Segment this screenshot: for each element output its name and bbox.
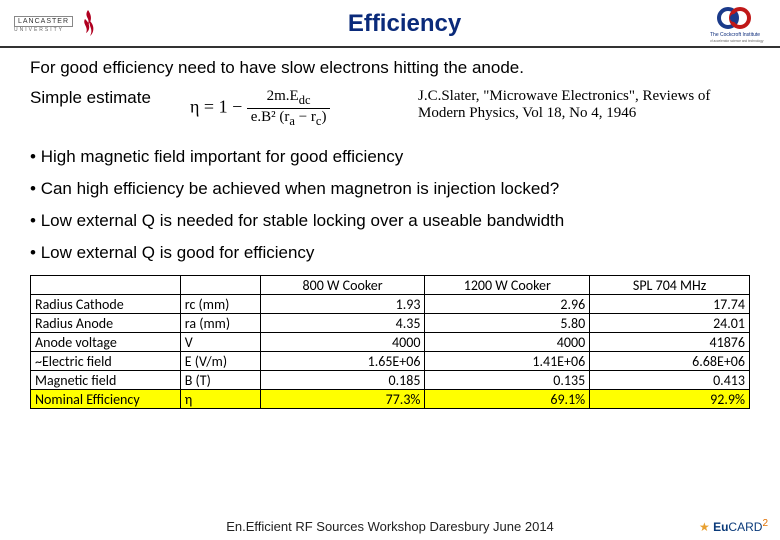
bullet-item: Can high efficiency be achieved when mag… — [30, 179, 750, 199]
row-label: Anode voltage — [31, 333, 181, 352]
cockcroft-logo: The Cockcroft Institute of accelerator s… — [710, 4, 766, 44]
row-value: 69.1% — [425, 390, 590, 409]
formula-numerator: 2m.Edc — [247, 88, 331, 109]
bullet-item: Low external Q is needed for stable lock… — [30, 211, 750, 231]
row-value: 24.01 — [590, 314, 750, 333]
row-unit: ra (mm) — [180, 314, 260, 333]
eucard-logo: ★ EuCARD2 — [699, 518, 768, 534]
row-unit: E (V/m) — [180, 352, 260, 371]
row-value: 0.135 — [425, 371, 590, 390]
row-unit: V — [180, 333, 260, 352]
intro-text: For good efficiency need to have slow el… — [30, 58, 750, 78]
slide-header: LANCASTER UNIVERSITY Efficiency The Cock… — [0, 0, 780, 48]
row-label: Radius Anode — [31, 314, 181, 333]
table-row: Radius Anodera (mm)4.355.8024.01 — [31, 314, 750, 333]
row-value: 4000 — [425, 333, 590, 352]
formula-denominator: e.B² (ra − rc) — [247, 109, 331, 129]
row-label: Magnetic field — [31, 371, 181, 390]
lancaster-sub: UNIVERSITY — [14, 27, 73, 33]
bullet-item: Low external Q is good for efficiency — [30, 243, 750, 263]
formula-fraction: 2m.Edce.B² (ra − rc) — [247, 88, 331, 129]
row-value: 5.80 — [425, 314, 590, 333]
table-row: Anode voltageV4000400041876 — [31, 333, 750, 352]
row-value: 6.68E+06 — [590, 352, 750, 371]
table-header — [180, 276, 260, 295]
lancaster-logo: LANCASTER UNIVERSITY — [14, 9, 99, 39]
bullet-item: High magnetic field important for good e… — [30, 147, 750, 167]
row-value: 77.3% — [260, 390, 425, 409]
flame-icon — [77, 9, 99, 39]
parameters-table: 800 W Cooker 1200 W Cooker SPL 704 MHz R… — [30, 275, 750, 409]
formula-lhs: η = 1 − — [190, 97, 247, 117]
bullet-list: High magnetic field important for good e… — [30, 147, 750, 263]
row-value: 2.96 — [425, 295, 590, 314]
row-value: 0.185 — [260, 371, 425, 390]
table-row: ~Electric fieldE (V/m)1.65E+061.41E+066.… — [31, 352, 750, 371]
svg-text:of accelerator science and tec: of accelerator science and technology — [710, 39, 764, 43]
row-value: 4000 — [260, 333, 425, 352]
row-value: 1.41E+06 — [425, 352, 590, 371]
slide-footer: En.Efficient RF Sources Workshop Daresbu… — [0, 519, 780, 534]
row-unit: B (T) — [180, 371, 260, 390]
efficiency-formula: η = 1 − 2m.Edce.B² (ra − rc) — [190, 88, 390, 129]
row-value: 4.35 — [260, 314, 425, 333]
row-label: Radius Cathode — [31, 295, 181, 314]
slide-title: Efficiency — [99, 10, 710, 38]
table-row: Radius Cathoderc (mm)1.932.9617.74 — [31, 295, 750, 314]
table-header-row: 800 W Cooker 1200 W Cooker SPL 704 MHz — [31, 276, 750, 295]
table-header: 800 W Cooker — [260, 276, 425, 295]
row-value: 0.413 — [590, 371, 750, 390]
row-value: 41876 — [590, 333, 750, 352]
citation-text: J.C.Slater, "Microwave Electronics", Rev… — [390, 88, 750, 122]
table-row: Nominal Efficiencyη77.3%69.1%92.9% — [31, 390, 750, 409]
svg-text:The Cockcroft Institute: The Cockcroft Institute — [710, 32, 760, 38]
row-label: ~Electric field — [31, 352, 181, 371]
row-unit: rc (mm) — [180, 295, 260, 314]
row-label: Nominal Efficiency — [31, 390, 181, 409]
table-row: Magnetic fieldB (T)0.1850.1350.413 — [31, 371, 750, 390]
slide-body: For good efficiency need to have slow el… — [0, 48, 780, 409]
row-unit: η — [180, 390, 260, 409]
row-value: 1.65E+06 — [260, 352, 425, 371]
row-value: 17.74 — [590, 295, 750, 314]
table-header: SPL 704 MHz — [590, 276, 750, 295]
table-header — [31, 276, 181, 295]
lancaster-name: LANCASTER — [14, 16, 73, 27]
row-value: 92.9% — [590, 390, 750, 409]
estimate-row: Simple estimate η = 1 − 2m.Edce.B² (ra −… — [30, 88, 750, 129]
row-value: 1.93 — [260, 295, 425, 314]
simple-estimate-label: Simple estimate — [30, 88, 190, 108]
table-header: 1200 W Cooker — [425, 276, 590, 295]
